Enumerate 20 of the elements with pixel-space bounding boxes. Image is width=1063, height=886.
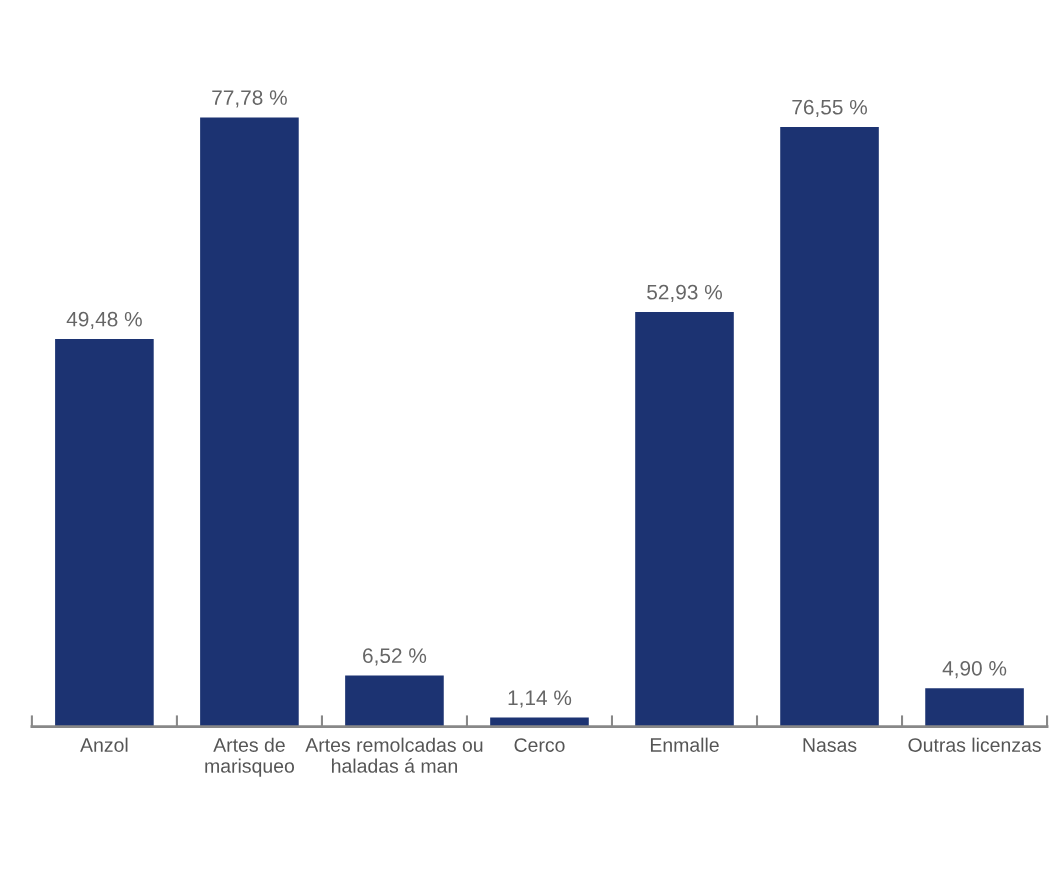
x-tick-label: Artes remolcadas ou haladas á man xyxy=(305,737,483,773)
bar xyxy=(780,127,879,727)
x-tick-label: Artes de marisqueo xyxy=(205,737,295,777)
bar xyxy=(55,339,154,727)
bar xyxy=(925,688,1024,727)
data-label: 77,78 % xyxy=(212,90,287,108)
x-tick-label: Nasas xyxy=(803,738,857,752)
data-label: 1,14 % xyxy=(508,690,572,708)
data-label: 76,55 % xyxy=(792,99,867,118)
data-label: 52,93 % xyxy=(647,284,722,303)
data-label: 49,48 % xyxy=(66,311,142,330)
x-tick-label: Enmalle xyxy=(650,737,719,752)
x-tick-label: Cerco xyxy=(514,738,565,752)
bar xyxy=(200,117,299,727)
x-tick-label: Outras licenzas xyxy=(908,737,1041,752)
x-tick-label: Anzol xyxy=(80,737,128,752)
bar xyxy=(345,675,444,727)
data-label: 4,90 % xyxy=(942,660,1007,679)
data-label: 6,52 % xyxy=(363,648,427,666)
bar xyxy=(635,312,734,727)
